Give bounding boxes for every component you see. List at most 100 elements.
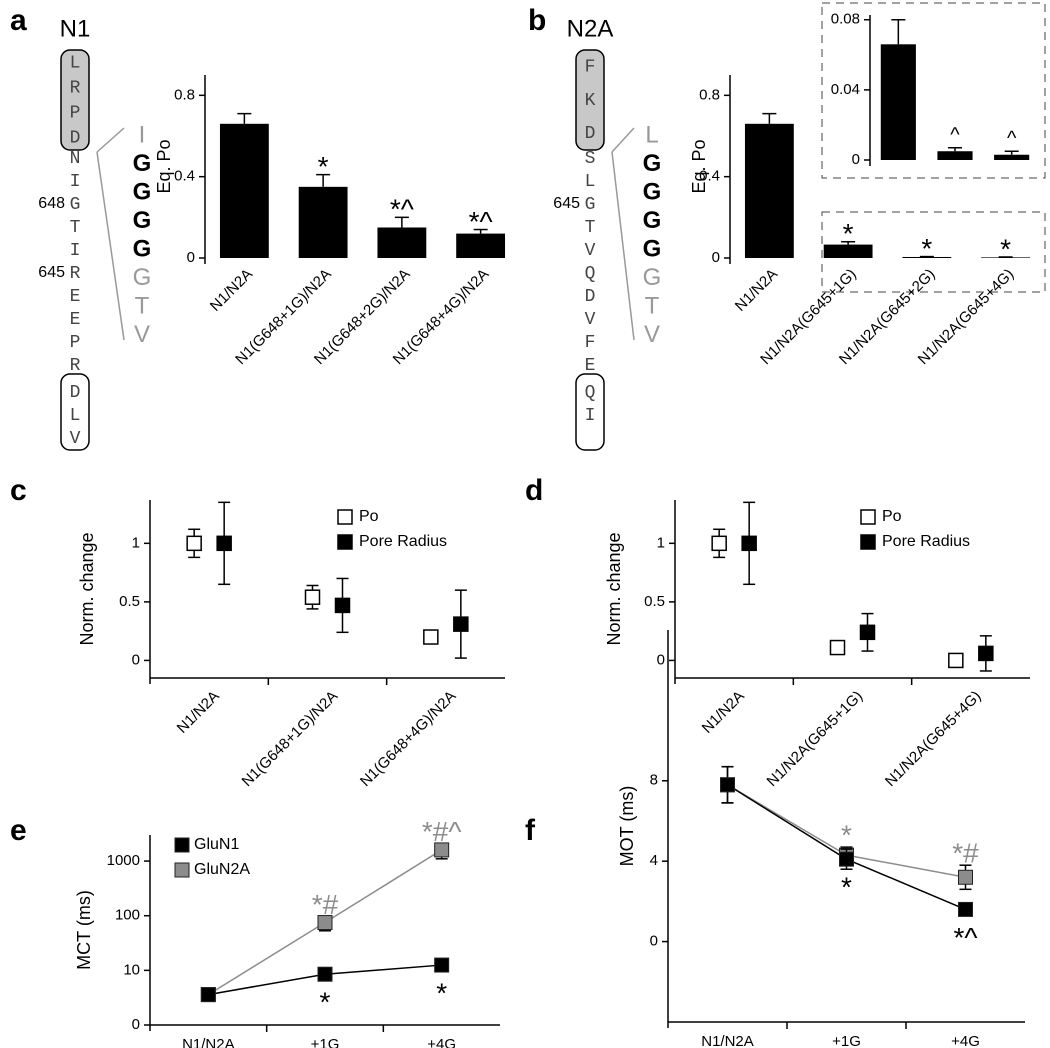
y-tick-label: 0 (187, 249, 195, 266)
residue: Q (585, 264, 596, 284)
y-tick-label: 8 (650, 772, 658, 789)
residue: S (585, 149, 596, 169)
point (839, 851, 854, 867)
legend-marker (860, 509, 876, 525)
point (711, 535, 727, 552)
y-tick-label: 0.8 (174, 86, 195, 103)
y-tick-label: 0.5 (644, 593, 665, 610)
inserted-residue: I (139, 121, 146, 148)
panel-label: a (10, 4, 27, 37)
point (216, 535, 232, 552)
significance: * (841, 872, 852, 903)
y-tick-label: 0 (657, 651, 665, 668)
residue: E (70, 310, 81, 330)
inserted-residue: G (133, 150, 152, 177)
helix (60, 373, 90, 451)
significance: ^ (1007, 128, 1017, 150)
point (958, 901, 973, 917)
insertion-bracket (96, 127, 125, 153)
y-axis-title: Norm. change (77, 532, 97, 645)
residue: I (585, 406, 596, 426)
x-tick-label: N1/N2A (182, 1036, 235, 1048)
panel-label: e (10, 814, 27, 847)
residue: T (70, 218, 81, 238)
residue-number: 648 (38, 195, 65, 212)
residue: D (70, 128, 81, 148)
residue: P (70, 333, 81, 353)
y-tick-label: 10 (123, 961, 140, 978)
significance: * (843, 218, 854, 249)
protein-label: N2A (567, 15, 614, 42)
y-tick-label: 0.4 (699, 168, 720, 185)
point (453, 616, 469, 632)
significance: *^ (953, 922, 977, 953)
y-tick-label: 0 (852, 151, 860, 168)
residue: F (585, 333, 596, 353)
legend-marker (174, 862, 190, 878)
residue: P (70, 103, 81, 123)
residue: I (70, 241, 81, 261)
x-tick-label: +4G (427, 1036, 456, 1048)
y-tick-label: 4 (650, 852, 658, 869)
residue: L (70, 406, 81, 426)
y-axis-title: MOT (ms) (617, 786, 637, 867)
legend-label: Pore Radius (882, 533, 970, 550)
point (317, 966, 333, 982)
residue: L (70, 53, 81, 73)
residue: F (585, 57, 596, 77)
legend-label: GluN1 (194, 836, 239, 853)
bar (456, 233, 506, 258)
y-tick-label: 0 (712, 249, 720, 266)
point (434, 842, 450, 858)
inserted-residue: T (645, 292, 660, 319)
significance: ^ (950, 124, 960, 146)
residue: R (70, 356, 81, 376)
inserted-residue: G (643, 150, 662, 177)
residue: R (70, 264, 81, 284)
x-tick-label: +4G (951, 1033, 980, 1048)
residue: E (70, 287, 81, 307)
y-tick-label: 0.04 (831, 81, 860, 98)
point (200, 987, 216, 1003)
residue-number: 645 (553, 195, 580, 212)
y-axis-title: Eq. Po (154, 139, 174, 193)
significance: * (320, 987, 331, 1018)
inserted-residue: L (645, 121, 658, 148)
residue: D (585, 287, 596, 307)
helix (60, 49, 90, 151)
inserted-residue: V (644, 321, 660, 348)
point (186, 535, 202, 552)
legend-label: GluN2A (194, 861, 250, 878)
residue: N (70, 149, 81, 169)
panel-label: f (525, 814, 536, 847)
legend-label: Po (882, 508, 902, 525)
x-tick-label: N1/N2A (732, 266, 781, 315)
x-tick-label: N1/N2A (701, 1033, 754, 1048)
insertion-bracket (611, 151, 635, 341)
residue: I (70, 172, 81, 192)
inserted-residue: V (134, 321, 150, 348)
panel-label: c (10, 474, 27, 507)
significance: *#^ (422, 816, 462, 847)
residue: D (70, 383, 81, 403)
protein-label: N1 (60, 15, 91, 42)
x-tick-label: N1/N2A(G645+1G) (764, 688, 867, 791)
y-tick-label: 0.5 (119, 593, 140, 610)
insertion-bracket (96, 151, 125, 341)
inserted-residue: G (643, 178, 662, 205)
point (317, 915, 333, 931)
significance: *# (952, 838, 979, 869)
legend-label: Po (359, 508, 379, 525)
significance: * (841, 819, 852, 850)
bar (377, 227, 427, 258)
residue-number: 645 (38, 264, 65, 281)
point (978, 645, 994, 662)
significance: * (318, 151, 329, 182)
residue: R (70, 78, 81, 98)
panel-label: b (528, 4, 546, 37)
bar (823, 244, 873, 258)
y-tick-label: 0 (132, 651, 140, 668)
inset-bar (994, 154, 1030, 160)
point (948, 652, 964, 669)
